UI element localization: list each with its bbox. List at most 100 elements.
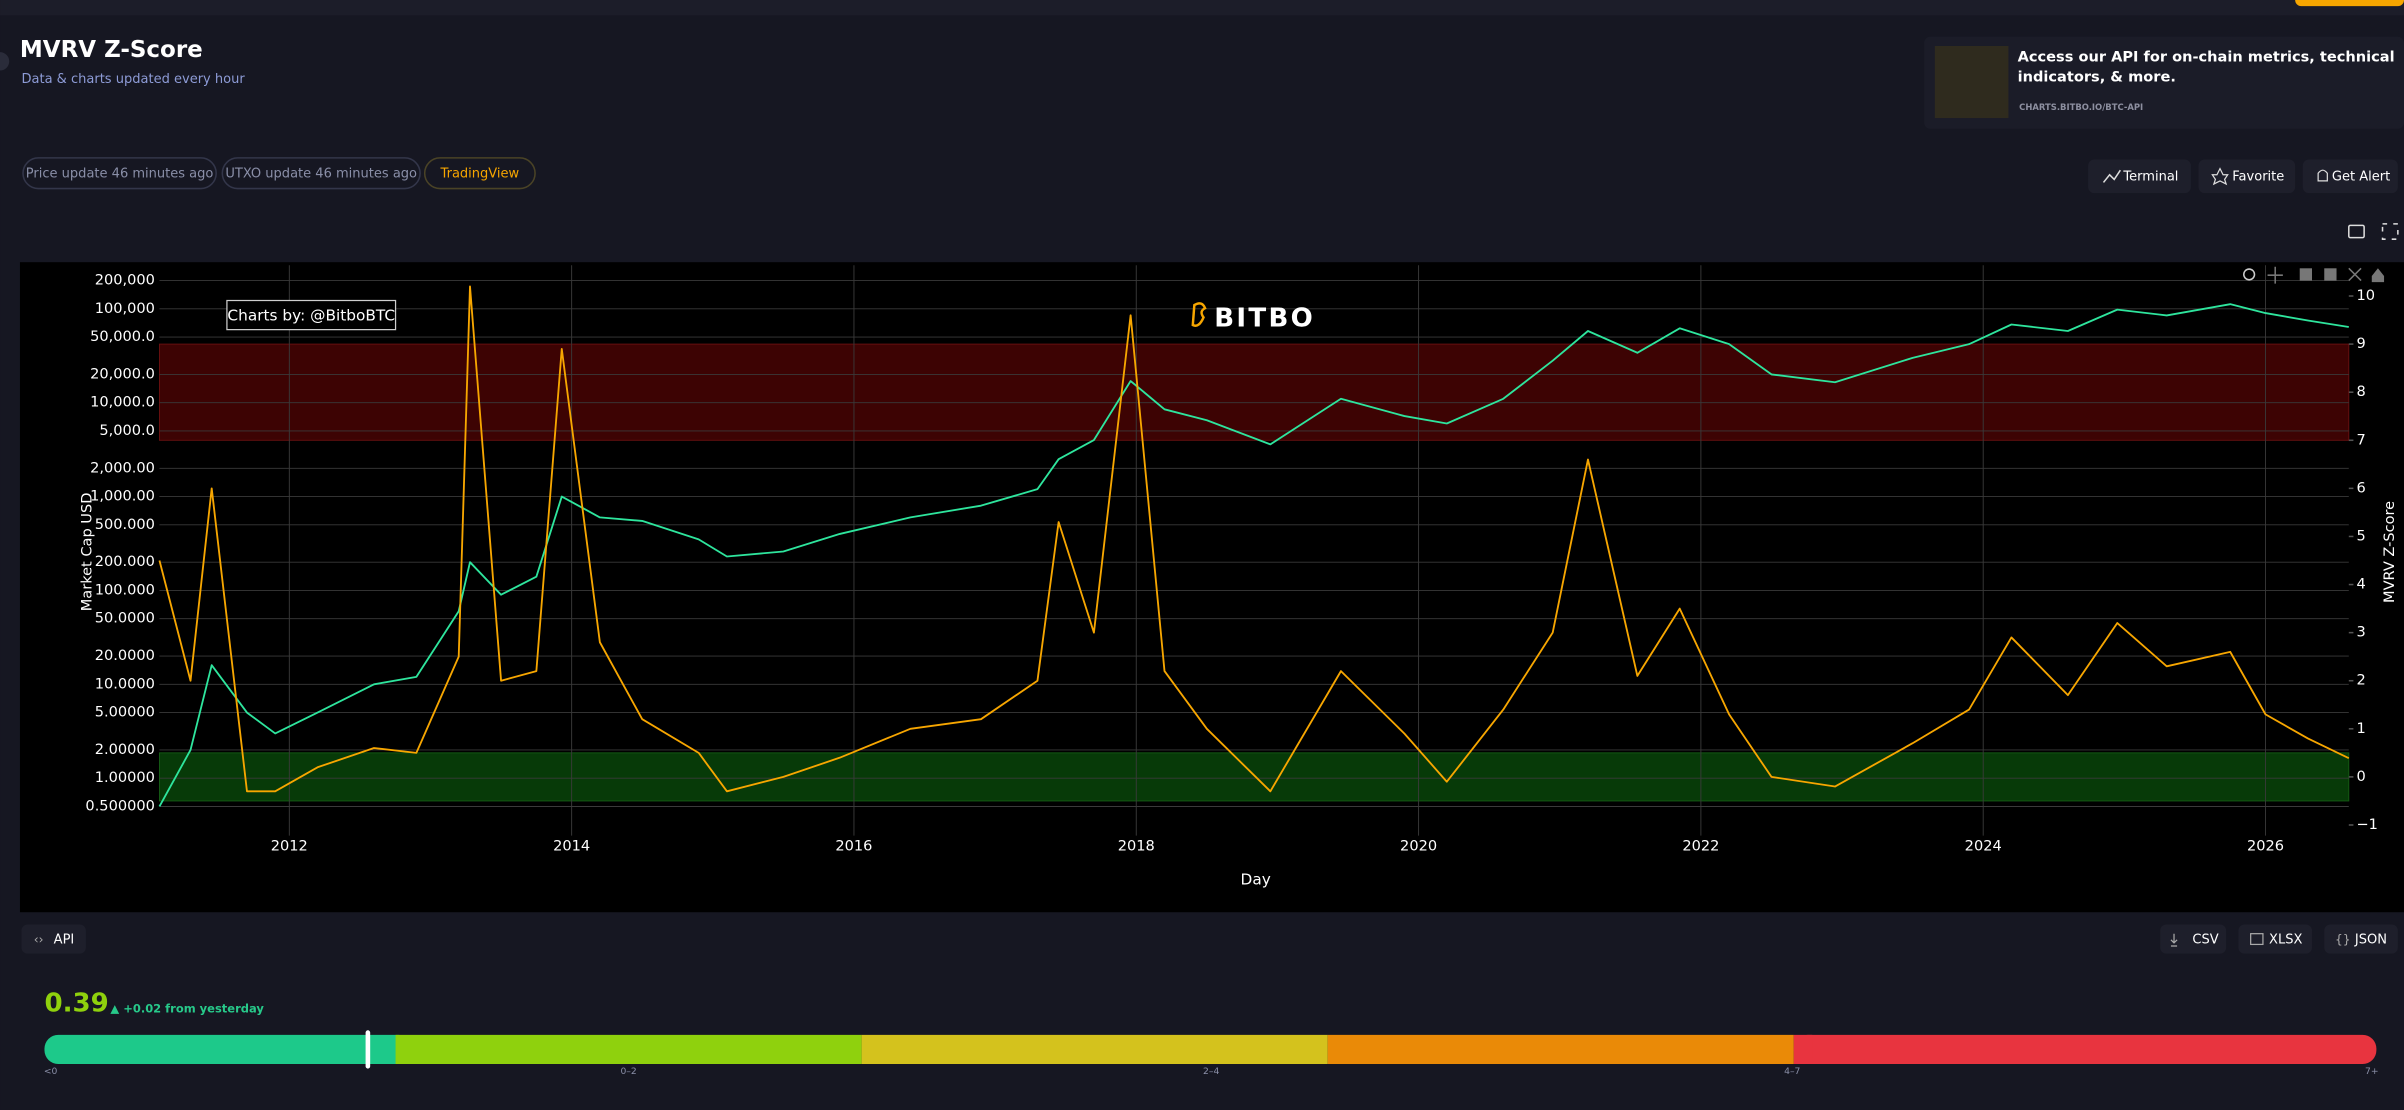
x-tick-label: 2016 — [835, 837, 872, 854]
download-button[interactable] — [2238, 924, 2312, 954]
actions: Terminal Favorite Get Alert — [2088, 159, 2398, 194]
pan-icon[interactable] — [2267, 266, 2283, 284]
y-tick-label: 50,000.0 — [90, 328, 155, 345]
y-tick-label: 0.500000 — [85, 797, 154, 814]
y2-tick-label: 10 — [2356, 287, 2375, 304]
gauge-change: ▲ +0.02 from yesterday — [110, 1001, 264, 1015]
zone-band — [158, 343, 2350, 441]
y-tick-label: 10.0000 — [95, 675, 155, 692]
x-tick-label: 2020 — [1400, 837, 1437, 854]
y-tick-label: 20,000.0 — [90, 365, 155, 382]
zoom-in-icon[interactable] — [2299, 268, 2312, 281]
gauge-label: 7+ — [2365, 1066, 2379, 1077]
chip — [221, 157, 421, 190]
gauge-segment — [1327, 1034, 1794, 1065]
action-button[interactable] — [2088, 159, 2191, 194]
plot: 200,000 100,000 50,000.0 20,000.0 10,000.0 5,… — [85, 265, 2378, 854]
y2-tick-label: −1 — [2356, 816, 2377, 833]
y-tick-label: 200.000 — [95, 553, 155, 570]
action-label[interactable]: Favorite — [2232, 170, 2284, 185]
y2-tick-label: 6 — [2356, 479, 2365, 496]
autoscale-icon[interactable] — [2348, 267, 2362, 282]
fullscreen-icon[interactable] — [2381, 223, 2399, 240]
reset-icon[interactable] — [2371, 268, 2385, 283]
y2-tick-label: 9 — [2356, 335, 2365, 352]
gauge-value: 0.39 — [44, 989, 108, 1019]
y-tick-label: 100,000 — [95, 300, 155, 317]
promo-text-box: Access our API for on-chain metrics, tec… — [2017, 49, 2395, 86]
download-label[interactable]: XLSX — [2269, 932, 2302, 947]
icon — [2170, 933, 2178, 947]
zoom-icon[interactable] — [2243, 268, 2256, 281]
y-tick-label: 50.0000 — [95, 610, 155, 627]
y-tick-label: 200,000 — [95, 272, 155, 289]
api-button[interactable] — [21, 924, 86, 954]
page-title: MVRV Z-Score — [20, 37, 203, 63]
y-tick-label: 100.000 — [95, 581, 155, 598]
x-tick-label: 2026 — [2247, 837, 2284, 854]
promo-text: Access our API for on-chain metrics, tec… — [2017, 49, 2395, 86]
x-tick-label: 2012 — [271, 837, 308, 854]
series-line — [158, 303, 2349, 807]
top-button[interactable] — [2295, 0, 2404, 7]
icon — [2211, 167, 2229, 186]
gauge-marker — [365, 1030, 371, 1069]
chip-label: Price update 46 minutes ago — [26, 167, 214, 182]
gauge-label: 0–2 — [620, 1066, 636, 1077]
icon — [2250, 933, 2264, 946]
icon: ‹› — [34, 932, 44, 946]
action-button[interactable] — [2198, 159, 2296, 194]
y-axis-title: Market Cap USD — [78, 493, 95, 612]
y2-tick-label: 3 — [2356, 624, 2365, 641]
action-label[interactable]: Terminal — [2122, 170, 2178, 185]
x-tick-label: 2024 — [1965, 837, 2002, 854]
y2-tick-label: 4 — [2356, 576, 2365, 593]
chip-label: UTXO update 46 minutes ago — [225, 167, 417, 182]
promo-card[interactable] — [1924, 36, 2404, 129]
zoom-out-icon[interactable] — [2324, 268, 2337, 281]
promo-link[interactable]: CHARTS.BITBO.IO/BTC-API — [2019, 102, 2143, 112]
zone-band — [158, 752, 2350, 802]
chip-label[interactable]: TradingView — [440, 167, 520, 182]
icon — [2102, 169, 2121, 183]
modebar — [2243, 266, 2385, 284]
x-tick-label: 2018 — [1118, 837, 1155, 854]
logo-mark — [1191, 302, 1207, 327]
download-label[interactable]: JSON — [2354, 932, 2387, 947]
gauge-segment — [861, 1034, 1328, 1065]
y-tick-label: 20.0000 — [95, 647, 155, 664]
gauge-label: 2–4 — [1203, 1066, 1219, 1077]
y-tick-label: 2.00000 — [95, 741, 155, 758]
logo: BITBO — [1214, 303, 1315, 333]
api-label[interactable]: API — [54, 932, 75, 947]
gauge-segment — [395, 1034, 862, 1065]
page-subtitle: Data & charts updated every hour — [21, 72, 245, 87]
gauge-segment — [1793, 1034, 1813, 1065]
y2-tick-label: 0 — [2356, 768, 2365, 785]
y2-tick-label: 1 — [2356, 720, 2365, 737]
gauge: <0 0–2 2–4 4–7 7+ — [44, 1030, 2379, 1077]
x-axis-title: Day — [1241, 871, 1271, 889]
chip[interactable] — [423, 157, 536, 190]
y2-tick-label: 8 — [2356, 383, 2365, 400]
status-chips: Price update 46 minutes ago UTXO update … — [22, 157, 536, 190]
y-tick-label: 5.00000 — [95, 704, 155, 721]
x-tick-label: 2022 — [1682, 837, 1719, 854]
sidebar-toggle[interactable] — [0, 52, 10, 71]
y2-tick-label: 5 — [2356, 527, 2365, 544]
watermark: Charts by: @BitboBTC — [227, 306, 395, 324]
screenshot-icon[interactable] — [2348, 224, 2365, 239]
download-button[interactable] — [2324, 924, 2398, 954]
promo-thumbnail — [1934, 45, 2009, 119]
downloads: ‹› API CSV XLSX JSON {} — [21, 924, 2398, 954]
y-tick-label: 2,000.00 — [90, 459, 155, 476]
action-button[interactable] — [2302, 159, 2398, 194]
gauge-label: <0 — [44, 1066, 58, 1077]
y2-axis-title: MVRV Z-Score — [2381, 501, 2398, 603]
top-bar — [0, 0, 2404, 16]
y-tick-label: 500.000 — [95, 516, 155, 533]
gauge-label: 4–7 — [1784, 1066, 1800, 1077]
action-label[interactable]: Get Alert — [2332, 170, 2390, 185]
download-label[interactable]: CSV — [2192, 932, 2218, 947]
